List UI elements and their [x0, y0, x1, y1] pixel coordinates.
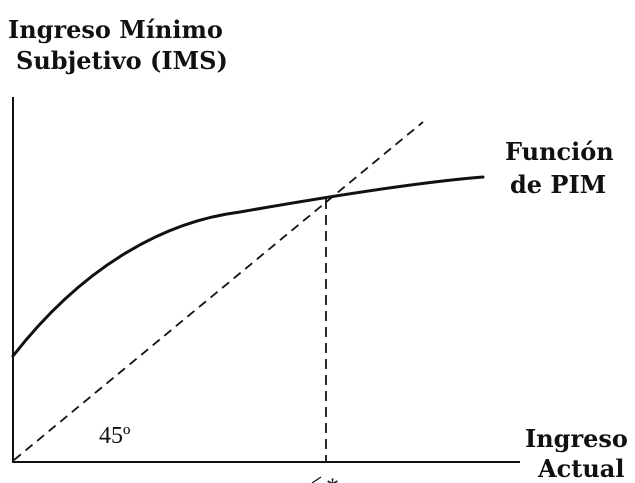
- pim-function-curve: [11, 175, 485, 358]
- angle-label: 45º: [99, 423, 131, 449]
- curve-label-line-1: Función: [505, 137, 614, 166]
- x-axis-title-line-1: Ingreso: [525, 424, 628, 453]
- curve-label-line-2: de PIM: [510, 170, 606, 199]
- forty-five-degree-line: [13, 121, 424, 461]
- equilibrium-marker: *: [326, 473, 339, 483]
- equilibrium-marker-stroke: [311, 476, 322, 483]
- y-axis-title-line-2: Subjetivo (IMS): [16, 46, 228, 75]
- x-axis-title-line-2: Actual: [537, 454, 624, 483]
- y-axis-title-line-1: Ingreso Mínimo: [8, 15, 223, 44]
